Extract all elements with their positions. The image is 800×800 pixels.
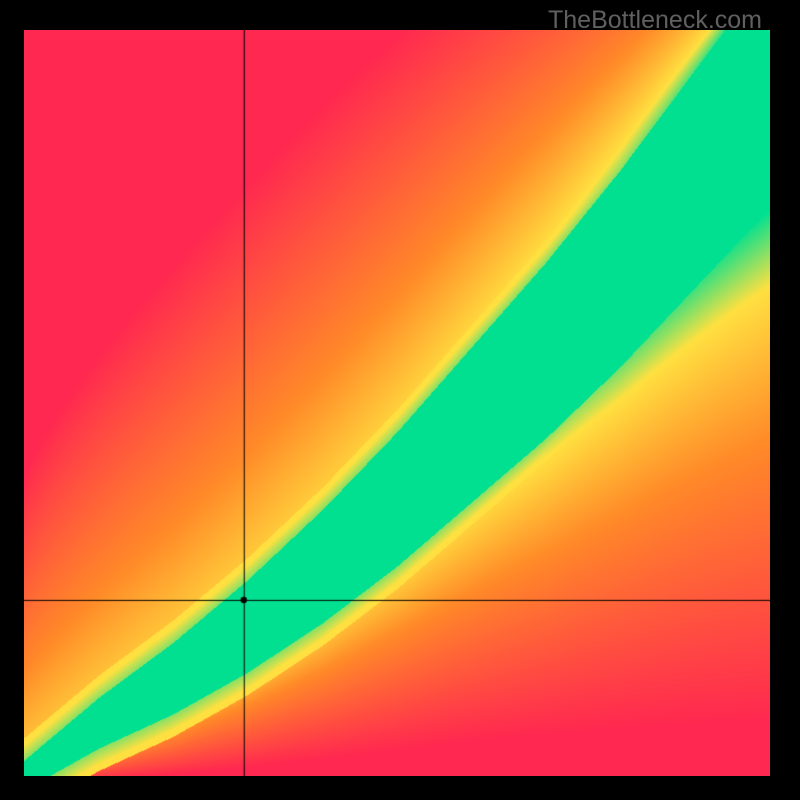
bottleneck-heatmap bbox=[24, 30, 770, 776]
chart-container: { "watermark": { "text": "TheBottleneck.… bbox=[0, 0, 800, 800]
